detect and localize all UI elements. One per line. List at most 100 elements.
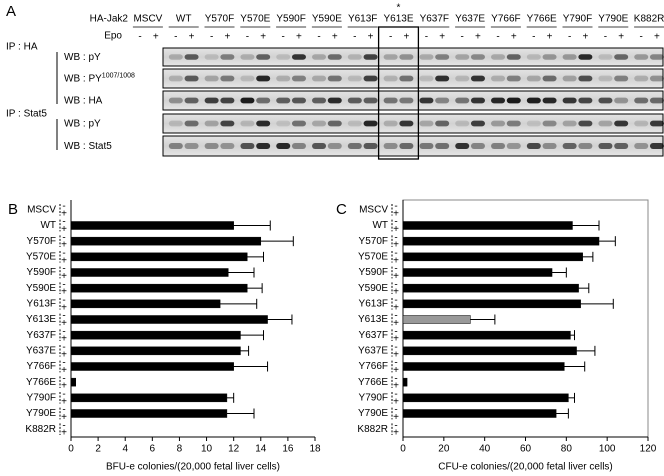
bar xyxy=(70,315,268,324)
band xyxy=(491,54,506,60)
band xyxy=(562,54,577,60)
epo-sign: + xyxy=(582,32,588,43)
band xyxy=(168,143,183,149)
category-label: Y766F xyxy=(359,361,388,372)
band xyxy=(634,54,649,60)
epo-sign: + xyxy=(618,32,624,43)
sign: + xyxy=(61,255,67,266)
band xyxy=(455,97,470,104)
band xyxy=(363,54,378,60)
epo-sign: + xyxy=(403,32,409,43)
band xyxy=(455,143,470,149)
bar xyxy=(70,330,241,340)
x-tick-label: 60 xyxy=(520,444,532,455)
band xyxy=(256,75,271,82)
sign: - xyxy=(394,405,397,416)
category-label: Y570F xyxy=(359,236,388,247)
category-label: Y590F xyxy=(27,267,56,278)
band xyxy=(435,97,450,104)
lane-label: Y590E xyxy=(312,14,342,25)
band xyxy=(491,97,506,104)
band xyxy=(614,120,629,127)
sign: - xyxy=(394,373,397,384)
band xyxy=(383,120,398,127)
epo-sign: - xyxy=(532,32,535,43)
band xyxy=(542,97,557,104)
band xyxy=(168,54,183,60)
band xyxy=(276,120,291,127)
sign: + xyxy=(393,208,399,219)
sign: + xyxy=(61,240,67,251)
blot-panel: MSCV- +WT- +Y570F- +Y570E- +Y590F- +Y590E- +Y6… xyxy=(56,3,664,160)
panel-label: A xyxy=(6,3,16,20)
category-label: Y637E xyxy=(358,345,388,356)
band xyxy=(399,75,414,82)
sign: - xyxy=(62,248,65,259)
band xyxy=(470,143,485,149)
bar xyxy=(70,252,248,262)
bar xyxy=(402,236,600,246)
band xyxy=(204,120,219,127)
bar xyxy=(402,221,573,230)
category-label: Y637F xyxy=(27,330,56,341)
band xyxy=(184,120,199,127)
band xyxy=(256,143,271,149)
sign: - xyxy=(62,201,65,212)
epo-sign: + xyxy=(368,32,374,43)
band xyxy=(598,54,613,60)
band xyxy=(419,143,434,149)
category-label: Y613F xyxy=(359,298,388,309)
band xyxy=(276,54,291,60)
bar xyxy=(70,393,228,403)
x-tick-label: 16 xyxy=(282,444,294,455)
epo-sign: - xyxy=(210,32,213,43)
band xyxy=(542,54,557,60)
sign: - xyxy=(62,373,65,384)
epo-sign: + xyxy=(189,32,195,43)
blot xyxy=(162,47,664,67)
x-tick-label: 80 xyxy=(561,444,573,455)
bar xyxy=(70,268,229,277)
category-label: MSCV xyxy=(359,204,388,215)
category-label: Y570E xyxy=(26,251,56,262)
band xyxy=(184,75,199,82)
epo-sign: - xyxy=(353,32,356,43)
category-label: Y790E xyxy=(26,408,56,419)
sign: - xyxy=(62,358,65,369)
sign: - xyxy=(62,217,65,228)
sign: - xyxy=(62,311,65,322)
x-tick-label: 2 xyxy=(95,444,101,455)
epo-sign: + xyxy=(475,32,481,43)
band xyxy=(312,97,327,104)
band xyxy=(291,97,306,104)
epo-sign: + xyxy=(511,32,517,43)
bar xyxy=(402,377,408,387)
band xyxy=(291,54,306,60)
band xyxy=(649,54,664,60)
x-tick-label: 14 xyxy=(255,444,267,455)
sign: + xyxy=(61,208,67,219)
band xyxy=(435,120,450,127)
sign: + xyxy=(393,240,399,251)
band xyxy=(470,75,485,82)
sign: + xyxy=(393,396,399,407)
band xyxy=(399,97,414,104)
sign: - xyxy=(394,295,397,306)
band xyxy=(256,120,271,127)
sign: - xyxy=(394,358,397,369)
bar xyxy=(70,221,234,230)
band xyxy=(276,97,291,104)
band xyxy=(506,143,521,149)
charts: B 0 2 4 6 8 10 12 14 16 18 BFU-e colonies/(20,000 f… xyxy=(8,199,657,473)
bar xyxy=(70,299,221,309)
sign: - xyxy=(394,389,397,400)
sign: - xyxy=(394,248,397,259)
epo-label: Epo xyxy=(104,31,122,42)
bar xyxy=(70,362,234,371)
band xyxy=(327,54,342,60)
category-label: Y637F xyxy=(359,330,388,341)
bar xyxy=(402,409,557,418)
sign: + xyxy=(61,381,67,392)
band xyxy=(526,75,541,82)
band xyxy=(291,75,306,82)
